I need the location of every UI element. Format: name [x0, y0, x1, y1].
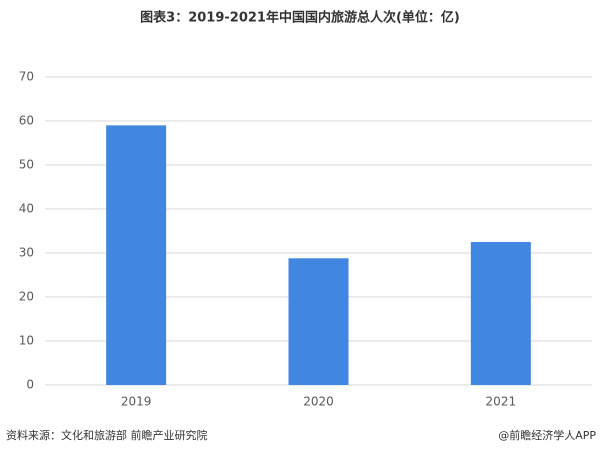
source: 资料来源：文化和旅游部 前瞻产业研究院 [6, 428, 208, 442]
x-tick-label: 2020 [303, 395, 334, 409]
y-tick-label: 70 [19, 70, 34, 84]
y-tick-label: 30 [19, 246, 34, 260]
credit: @前瞻经济学人APP [498, 428, 596, 442]
x-tick-label: 2019 [121, 395, 152, 409]
y-tick-label: 50 [19, 158, 34, 172]
y-tick-label: 60 [19, 114, 34, 128]
x-tick-label: 2021 [486, 395, 517, 409]
bar [470, 242, 531, 385]
y-tick-label: 20 [19, 290, 34, 304]
y-tick-label: 40 [19, 202, 34, 216]
bar [288, 258, 349, 385]
chart-title: 图表3：2019-2021年中国国内旅游总人次(单位：亿) [140, 10, 460, 26]
bar [106, 125, 167, 386]
y-tick-label: 10 [19, 334, 34, 348]
y-tick-label: 0 [26, 378, 34, 392]
